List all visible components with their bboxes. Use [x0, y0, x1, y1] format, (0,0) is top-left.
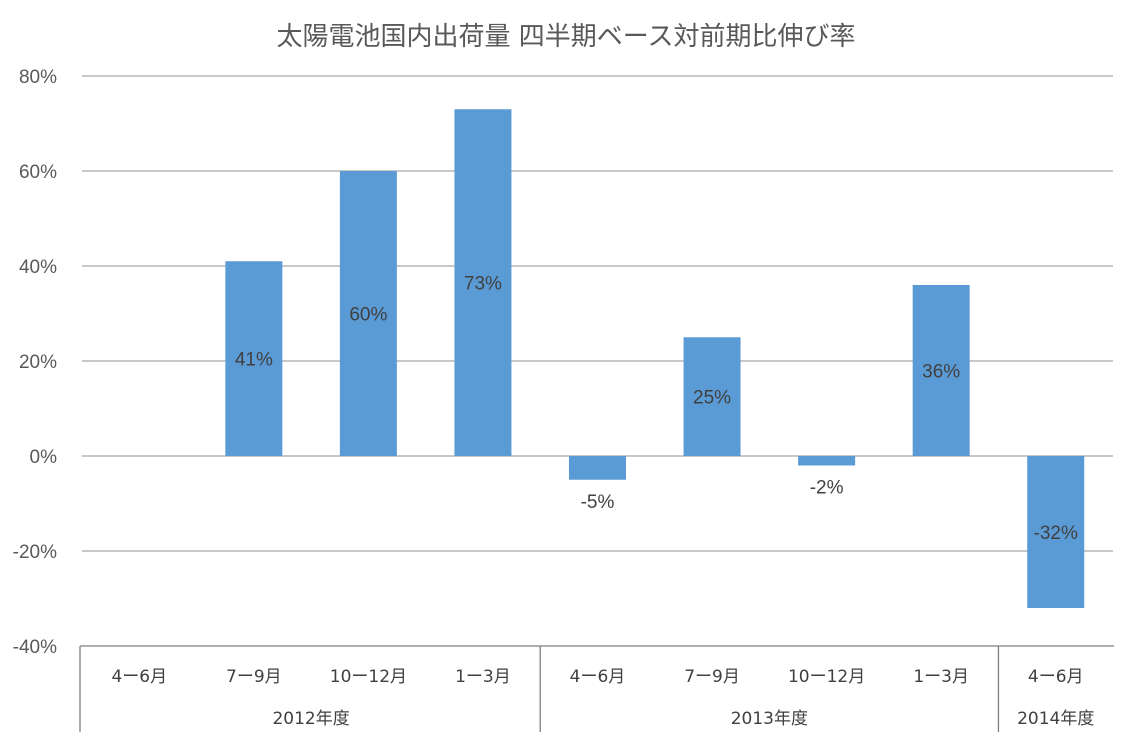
x-category-label: 4ー6月	[570, 667, 626, 687]
data-label: -5%	[581, 492, 615, 513]
x-group-label: 2012年度	[272, 709, 349, 729]
x-category-label: 1ー3月	[455, 667, 511, 687]
data-label: 25%	[693, 388, 731, 409]
bar	[798, 456, 856, 466]
bar	[1027, 456, 1085, 608]
x-category-label: 7ー9月	[226, 667, 282, 687]
y-tick-label: 60%	[19, 162, 57, 183]
data-label: 41%	[235, 350, 273, 371]
x-category-label: 10ー12月	[330, 667, 407, 687]
bar	[454, 109, 512, 456]
y-tick-label: 20%	[19, 352, 57, 373]
data-label: 36%	[922, 362, 960, 383]
x-category-label: 10ー12月	[788, 667, 865, 687]
y-tick-label: -40%	[13, 637, 57, 658]
y-tick-label: 0%	[30, 447, 58, 468]
x-category-label: 7ー9月	[684, 667, 740, 687]
x-category-label: 1ー3月	[913, 667, 969, 687]
bar	[225, 261, 283, 456]
bar	[683, 337, 741, 456]
data-label: -32%	[1034, 523, 1078, 544]
x-category-label: 4ー6月	[1028, 667, 1084, 687]
data-label: -2%	[810, 478, 844, 499]
x-group-label: 2013年度	[731, 709, 808, 729]
bar	[912, 285, 970, 456]
data-label: 73%	[464, 274, 502, 295]
x-category-label: 4ー6月	[111, 667, 167, 687]
bar	[569, 456, 626, 480]
y-tick-label: 40%	[19, 257, 57, 278]
y-tick-label: 80%	[19, 67, 57, 88]
y-tick-label: -20%	[13, 542, 57, 563]
bar	[339, 171, 397, 456]
x-group-label: 2014年度	[1017, 709, 1094, 729]
chart-title: 太陽電池国内出荷量 四半期ベース対前期比伸び率	[277, 22, 856, 52]
data-label: 60%	[349, 305, 387, 326]
